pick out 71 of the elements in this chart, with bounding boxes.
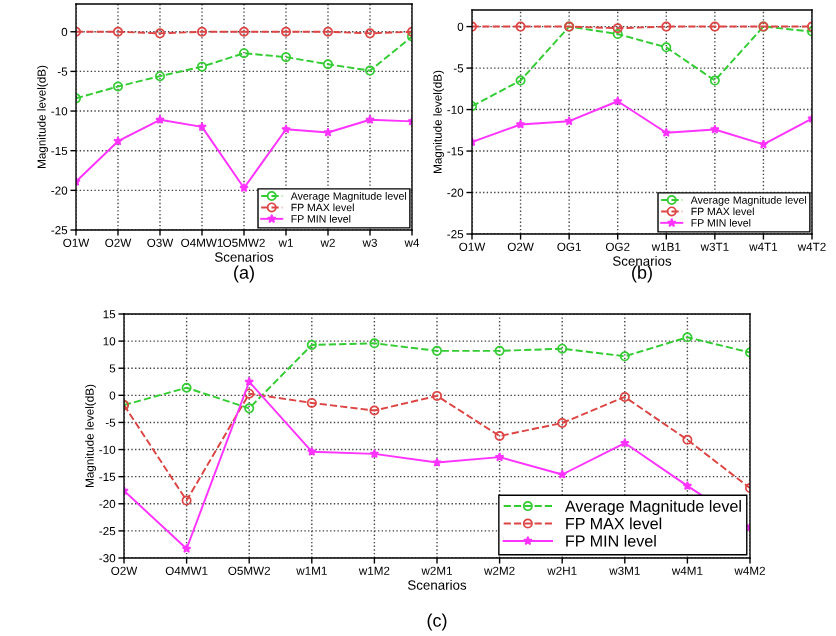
point — [612, 23, 623, 34]
point — [369, 448, 380, 459]
point — [306, 339, 317, 350]
point — [369, 405, 380, 416]
point — [322, 26, 334, 37]
point — [557, 343, 568, 354]
point — [113, 136, 123, 146]
point — [564, 116, 574, 126]
point — [515, 119, 526, 129]
point — [280, 26, 292, 37]
point — [244, 388, 255, 399]
legend-label: FP MAX level — [566, 517, 662, 530]
point — [557, 469, 567, 479]
point — [661, 127, 672, 137]
point — [494, 345, 505, 356]
point — [494, 430, 505, 442]
point — [197, 121, 207, 132]
point — [155, 114, 165, 124]
point — [244, 376, 254, 386]
point — [154, 71, 166, 82]
point — [710, 124, 720, 134]
point — [612, 29, 623, 40]
line-series — [472, 21, 812, 112]
point — [620, 438, 630, 448]
point — [431, 390, 443, 401]
point — [112, 81, 124, 92]
point — [432, 457, 442, 467]
point — [181, 543, 192, 553]
point — [709, 75, 720, 86]
point — [431, 345, 443, 356]
point — [281, 124, 291, 134]
point — [364, 28, 376, 39]
point — [709, 21, 720, 32]
point — [244, 403, 255, 414]
point — [612, 96, 623, 106]
point — [365, 114, 375, 124]
point — [322, 59, 334, 70]
point — [306, 397, 317, 408]
point — [238, 26, 250, 37]
point — [307, 446, 317, 456]
point — [682, 332, 693, 343]
point — [682, 434, 693, 445]
point — [494, 452, 505, 462]
point — [154, 28, 166, 39]
point — [280, 52, 292, 63]
point — [758, 139, 769, 149]
point — [196, 26, 208, 37]
point — [364, 65, 376, 76]
point — [239, 182, 249, 193]
point — [619, 351, 630, 362]
point — [515, 75, 526, 86]
point — [369, 338, 380, 349]
text: (a) — [234, 265, 254, 283]
point — [619, 391, 630, 402]
line-series — [124, 332, 750, 414]
text: (b) — [632, 265, 652, 283]
point — [515, 21, 526, 32]
point — [661, 21, 672, 32]
point — [661, 42, 672, 53]
point — [181, 495, 192, 506]
point — [557, 417, 568, 428]
point — [682, 480, 693, 491]
point — [112, 26, 124, 37]
point — [238, 48, 250, 59]
point — [181, 382, 192, 393]
point — [323, 127, 333, 137]
legend-label: Average Magnitude level — [564, 500, 741, 516]
text: (c) — [427, 613, 447, 631]
line-series — [472, 96, 812, 149]
legend-label: FP MIN level — [566, 534, 656, 547]
point — [196, 61, 208, 72]
